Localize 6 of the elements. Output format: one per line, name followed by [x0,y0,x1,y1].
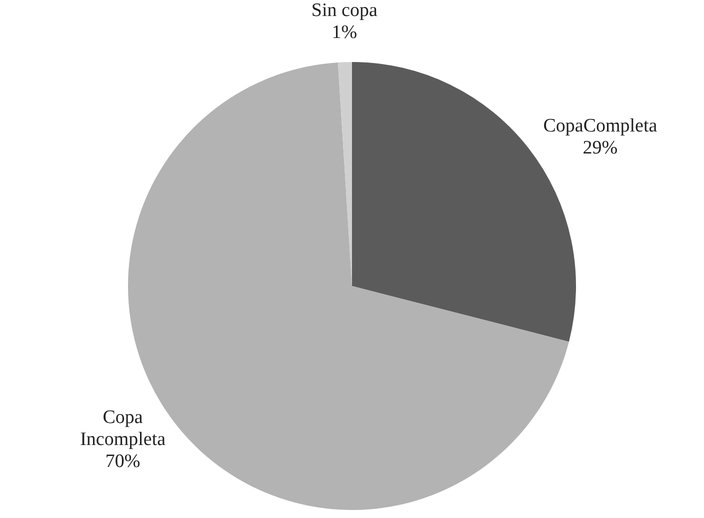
data-label: 29% [582,138,618,159]
data-label: 1% [332,22,358,44]
slice-label: CopaCompleta [543,116,658,137]
slice-label: Copa Incompleta [80,407,166,450]
data-label: 70% [105,451,140,472]
slice-label: Sin copa [311,0,378,22]
